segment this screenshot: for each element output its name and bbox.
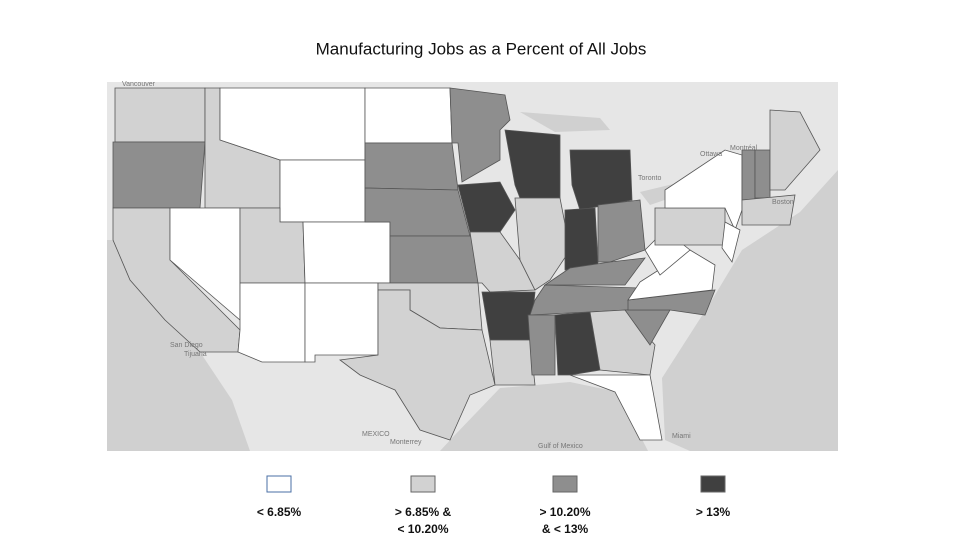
state <box>457 181 516 233</box>
legend-swatch <box>266 475 292 493</box>
state <box>527 314 556 376</box>
state <box>514 197 571 291</box>
place-label: Toronto <box>638 175 661 182</box>
state <box>364 87 453 144</box>
place-label: MEXICO <box>362 431 390 438</box>
state <box>664 149 743 232</box>
state <box>569 149 633 211</box>
lake <box>520 112 610 132</box>
legend-swatch <box>700 475 726 493</box>
state <box>364 142 459 191</box>
state <box>543 257 646 286</box>
legend-label: & < 13% <box>542 522 589 536</box>
state <box>654 207 726 246</box>
state <box>597 199 646 263</box>
state <box>304 282 379 363</box>
state <box>564 207 599 271</box>
state <box>741 149 756 201</box>
place-label: San Diego <box>170 342 203 349</box>
legend-label: < 6.85% <box>257 505 302 519</box>
state <box>481 291 536 341</box>
place-label: Gulf of Mexico <box>538 443 583 450</box>
place-label: Boston <box>772 199 794 206</box>
map-labels: Vancouver Ottawa Montréal Toronto Boston San … <box>122 81 794 450</box>
state <box>302 221 391 284</box>
state <box>449 87 511 183</box>
state <box>338 289 496 441</box>
legend-label: > 6.85% & <box>395 505 452 519</box>
atlantic <box>662 82 838 451</box>
state <box>237 282 306 363</box>
place-label: Miami <box>672 433 691 440</box>
legend-label: > 13% <box>696 505 731 519</box>
state <box>469 231 536 293</box>
state <box>114 87 206 143</box>
place-label: Tijuana <box>184 351 207 358</box>
legend-swatch <box>410 475 436 493</box>
place-label: Vancouver <box>122 81 156 88</box>
legend-label: < 10.20% <box>397 522 448 536</box>
state <box>554 311 601 376</box>
legend-label: > 10.20% <box>539 505 590 519</box>
state <box>721 221 741 263</box>
state <box>569 374 663 441</box>
state <box>279 159 366 223</box>
state <box>389 235 479 284</box>
place-label: Montréal <box>730 145 758 152</box>
place-label: Ottawa <box>700 151 722 158</box>
state <box>112 141 206 209</box>
gulf <box>440 382 648 451</box>
legend: < 6.85% > 6.85% & < 10.20% > 10.20% & < 13% >… <box>257 475 731 536</box>
water <box>107 82 838 451</box>
state <box>754 149 771 199</box>
title: Manufacturing Jobs as a Percent of All J… <box>316 39 647 58</box>
legend-swatch <box>552 475 578 493</box>
state <box>489 339 536 386</box>
states <box>112 87 821 441</box>
place-label: Monterrey <box>390 439 422 446</box>
pacific <box>107 240 250 451</box>
state <box>741 194 796 226</box>
state <box>769 109 821 191</box>
